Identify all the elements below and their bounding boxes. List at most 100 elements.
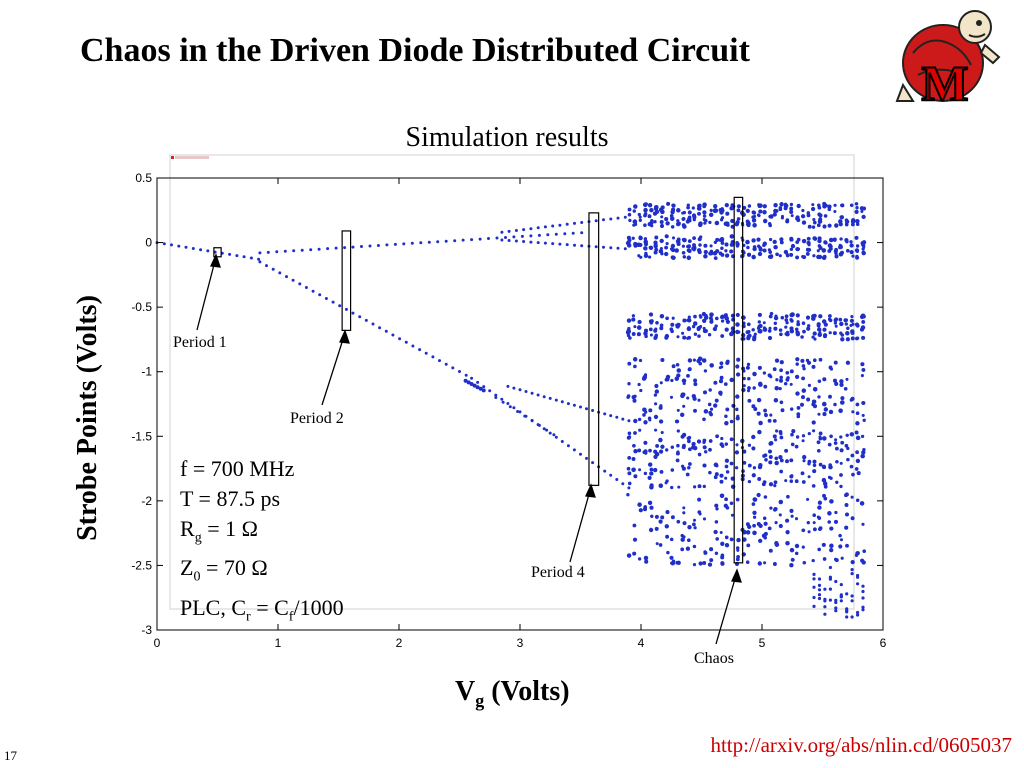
strobe-point — [783, 202, 788, 206]
strobe-point — [643, 420, 648, 425]
strobe-point — [648, 312, 654, 317]
strobe-point — [817, 577, 822, 581]
strobe-point — [529, 234, 533, 238]
strobe-point — [572, 448, 576, 452]
strobe-point — [812, 236, 817, 241]
strobe-point — [855, 411, 860, 416]
strobe-point — [453, 239, 457, 243]
strobe-point — [655, 320, 659, 325]
strobe-point — [666, 550, 670, 555]
strobe-point — [780, 408, 785, 413]
strobe-point — [855, 249, 859, 254]
strobe-point — [627, 481, 632, 486]
strobe-point — [518, 410, 522, 414]
strobe-point — [747, 479, 752, 484]
strobe-point — [343, 246, 347, 250]
strobe-point — [828, 587, 833, 591]
strobe-point — [609, 217, 613, 221]
arrow-chaos — [715, 571, 738, 645]
strobe-point — [647, 462, 653, 467]
strobe-point — [742, 384, 746, 388]
strobe-point — [784, 518, 790, 523]
strobe-point — [703, 243, 708, 248]
strobe-point — [812, 220, 817, 225]
strobe-point — [742, 449, 747, 454]
strobe-point — [633, 474, 638, 479]
strobe-point — [703, 409, 709, 414]
strobe-point — [664, 217, 669, 222]
strobe-point — [790, 238, 794, 242]
strobe-point — [552, 433, 556, 437]
strobe-point — [773, 480, 778, 485]
strobe-point — [827, 207, 832, 212]
strobe-point — [676, 408, 680, 412]
source-link[interactable]: http://arxiv.org/abs/nlin.cd/0605037 — [710, 733, 1012, 757]
strobe-point — [795, 330, 800, 335]
strobe-point — [670, 243, 676, 249]
strobe-point — [566, 444, 570, 448]
strobe-point — [585, 456, 588, 460]
strobe-point — [807, 431, 811, 436]
strobe-point — [753, 332, 757, 336]
strobe-point — [801, 545, 805, 549]
strobe-point — [833, 321, 838, 325]
strobe-point — [725, 253, 730, 258]
strobe-point — [862, 448, 866, 452]
strobe-point — [757, 329, 762, 334]
strobe-point — [812, 459, 817, 464]
strobe-point — [725, 359, 730, 364]
strobe-point — [818, 357, 823, 362]
strobe-point — [812, 218, 816, 222]
strobe-point — [817, 596, 822, 601]
strobe-point — [828, 577, 833, 581]
strobe-point — [790, 214, 794, 218]
strobe-point — [789, 247, 794, 252]
strobe-point — [692, 518, 697, 522]
strobe-point — [821, 464, 827, 469]
strobe-point — [427, 240, 431, 244]
strobe-point — [681, 216, 686, 221]
strobe-point — [682, 318, 687, 323]
strobe-point — [685, 472, 690, 477]
strobe-point — [822, 557, 827, 561]
strobe-point — [839, 331, 843, 335]
strobe-point — [632, 523, 637, 528]
strobe-point — [808, 248, 812, 252]
strobe-point — [736, 204, 741, 209]
strobe-point — [828, 475, 832, 480]
strobe-point — [697, 250, 702, 255]
parameter-list: f = 700 MHz T = 87.5 ps Rg = 1 Ω Z0 = 70… — [180, 454, 344, 632]
strobe-point — [653, 250, 658, 255]
strobe-point — [746, 252, 752, 257]
strobe-point — [371, 322, 375, 326]
strobe-point — [854, 202, 859, 206]
strobe-point — [855, 421, 860, 426]
strobe-point — [729, 437, 734, 442]
strobe-point — [774, 209, 779, 213]
strobe-point — [658, 519, 663, 524]
strobe-point — [637, 502, 642, 507]
strobe-point — [536, 241, 540, 245]
strobe-point — [817, 527, 822, 532]
strobe-point — [702, 445, 707, 450]
strobe-point — [703, 254, 708, 259]
strobe-point — [752, 218, 757, 223]
strobe-point — [720, 555, 725, 560]
strobe-point — [265, 264, 268, 268]
strobe-point — [794, 327, 799, 331]
strobe-point — [801, 255, 805, 259]
strobe-point — [654, 327, 658, 331]
strobe-point — [758, 323, 763, 329]
strobe-point — [774, 438, 778, 442]
strobe-point — [844, 492, 849, 497]
strobe-point — [638, 508, 643, 513]
strobe-point — [536, 226, 540, 230]
strobe-point — [495, 236, 499, 240]
strobe-point — [817, 516, 822, 520]
strobe-point — [823, 496, 828, 501]
strobe-point — [665, 242, 669, 246]
strobe-point — [802, 459, 806, 463]
strobe-point — [763, 495, 768, 499]
strobe-point — [626, 235, 631, 240]
strobe-point — [724, 315, 729, 320]
